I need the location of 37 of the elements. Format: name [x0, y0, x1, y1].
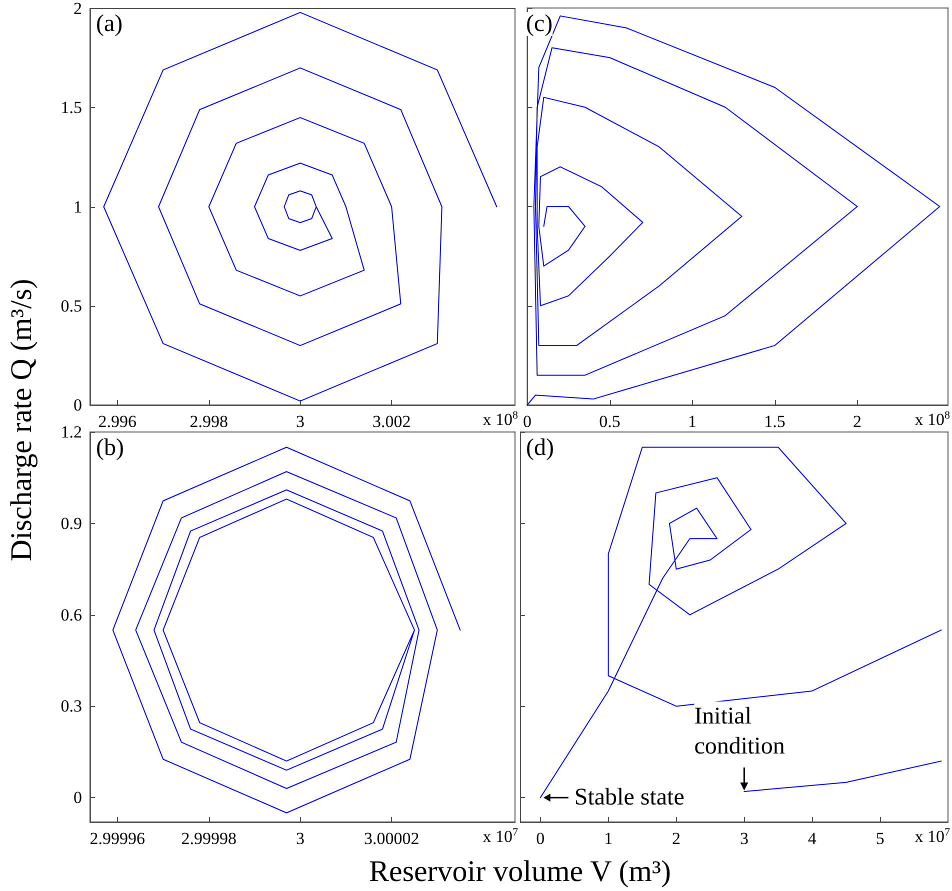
x-tick-label: 1 — [688, 412, 696, 431]
x-tick-label: 2.998 — [190, 412, 228, 431]
y-tick-label: 1 — [74, 197, 82, 216]
x-tick-label: 0 — [536, 829, 545, 848]
x-tick-label: 2.996 — [98, 412, 137, 431]
x-tick-label: 3 — [296, 412, 304, 431]
x-tick-label: 3 — [296, 829, 304, 848]
y-tick-label: 0 — [74, 396, 82, 414]
x-tick-label: 2 — [853, 412, 862, 431]
annotation: Stable state — [574, 784, 684, 811]
x-tick-label: 3 — [740, 829, 748, 848]
annotation: (c) — [526, 11, 553, 37]
x-tick-label: 4 — [808, 829, 817, 848]
x-tick-label: 2.99996 — [90, 829, 146, 848]
x-tick-label: 1 — [604, 829, 613, 848]
x-tick-label: 5 — [876, 829, 884, 848]
x-tick-label: 3.002 — [372, 412, 411, 431]
y-tick-label: 0.9 — [60, 514, 82, 533]
annotation: (a) — [96, 11, 123, 37]
x-axis-title: Reservoir volume V (m³) — [368, 855, 672, 889]
y-axis-title: Discharge rate Q (m³/s) — [5, 278, 39, 562]
x-tick-label: 0 — [523, 412, 532, 431]
y-tick-label: 2 — [74, 0, 82, 18]
y-tick-label: 0.6 — [60, 605, 82, 624]
y-tick-label: 0.3 — [60, 696, 82, 716]
x-tick-label: 2 — [672, 829, 681, 848]
x-tick-label: 3.00002 — [364, 829, 420, 848]
annotation: (b) — [96, 435, 124, 461]
y-tick-label: 1.5 — [60, 98, 82, 118]
y-tick-label: 1.2 — [60, 422, 82, 442]
x-tick-label: 1.5 — [764, 412, 786, 431]
annotation: Initial condition — [694, 704, 785, 760]
annotation: (d) — [526, 435, 554, 461]
y-tick-label: 0 — [74, 788, 82, 808]
y-tick-label: 0.5 — [60, 296, 82, 316]
x-tick-label: 0.5 — [599, 412, 620, 431]
x-tick-label: 2.99998 — [181, 829, 236, 848]
